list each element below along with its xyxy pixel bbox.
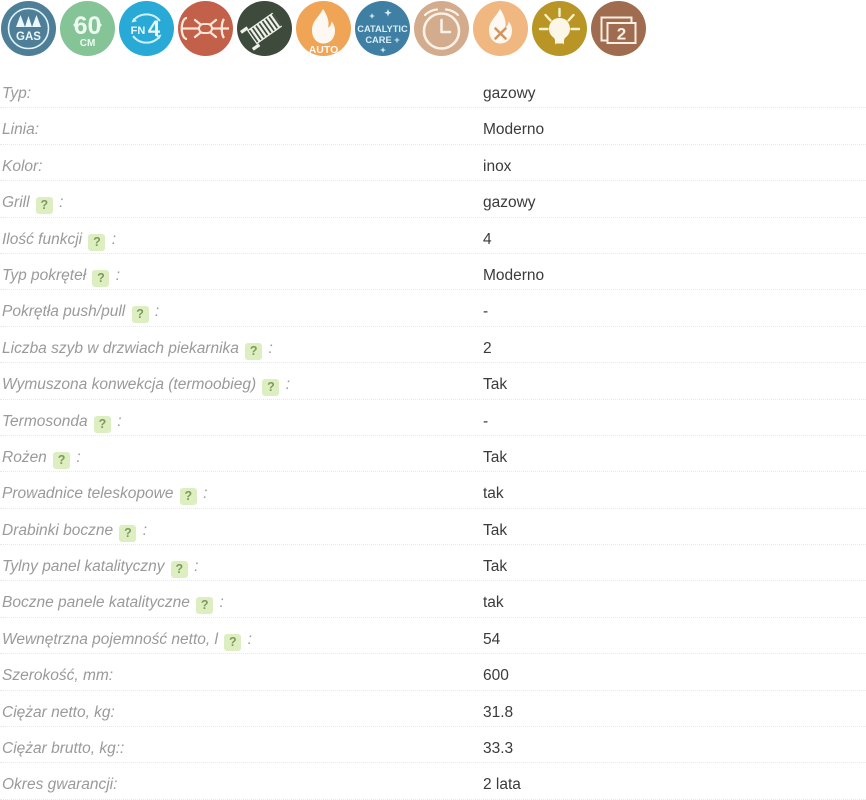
svg-text:60: 60 [74,12,102,40]
svg-text:2: 2 [617,25,626,44]
svg-text:CM: CM [80,38,96,49]
svg-text:FN: FN [131,25,146,37]
svg-text:4: 4 [148,16,161,41]
svg-text:CATALYTIC: CATALYTIC [357,24,408,34]
svg-text:GAS: GAS [16,31,41,43]
svg-text:CARE +: CARE + [365,35,400,45]
svg-text:AUTO: AUTO [309,44,339,56]
